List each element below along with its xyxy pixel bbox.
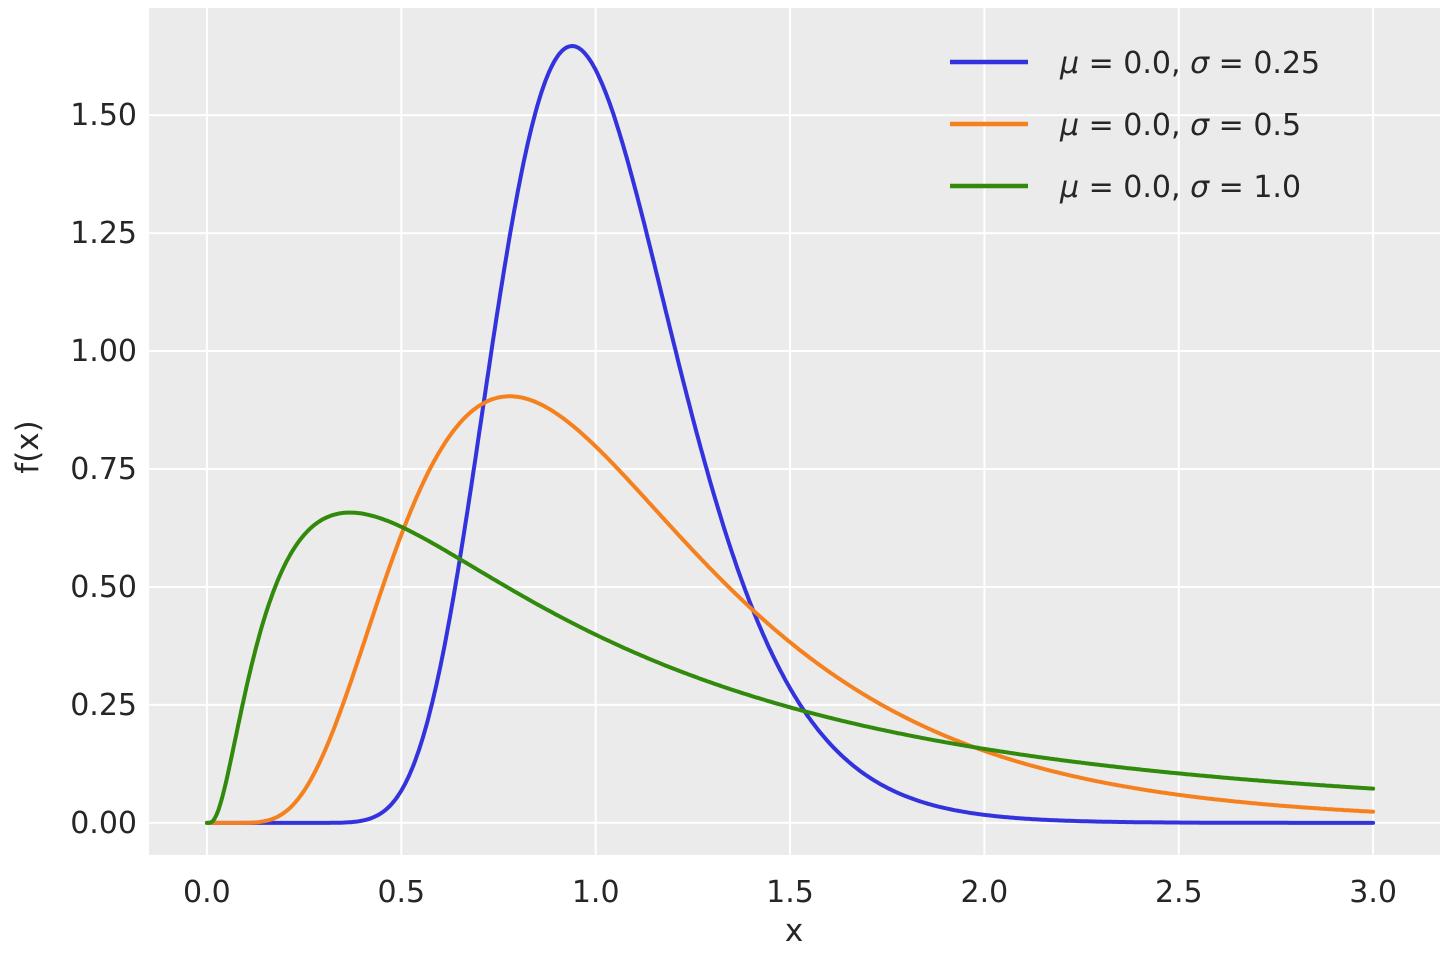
x-axis-label: x [785,913,803,949]
x-tick-label: 0.0 [183,875,231,910]
x-tick-label: 1.0 [572,875,620,910]
tick-labels: 0.0 0.5 1.0 1.5 2.0 2.5 3.0 0.00 0.25 0.50 0.75 1.0… [70,98,1397,910]
plot-background [149,8,1440,855]
x-tick-label: 1.5 [766,875,814,910]
legend: μ = 0.0, σ = 0.25 μ = 0.0, σ = 0.5 μ = 0.0… [950,46,1320,205]
legend-label: μ = 0.0, σ = 0.5 [1059,108,1301,143]
y-axis-label: f(x) [10,420,46,473]
y-tick-label: 1.00 [70,334,137,369]
y-tick-label: 0.75 [70,452,137,487]
y-tick-label: 0.25 [70,688,137,723]
y-tick-label: 0.50 [70,570,137,605]
y-tick-label: 1.25 [70,216,137,251]
curve-sigma-0.25 [204,44,1376,825]
x-tick-label: 0.5 [377,875,425,910]
x-tick-label: 3.0 [1349,875,1397,910]
plot-area [149,8,1440,855]
curve-sigma-0.5 [204,394,1376,825]
legend-label: μ = 0.0, σ = 1.0 [1059,170,1301,205]
y-tick-label: 1.50 [70,98,137,133]
x-tick-label: 2.0 [961,875,1009,910]
legend-label: μ = 0.0, σ = 0.25 [1059,46,1320,81]
x-tick-label: 2.5 [1155,875,1203,910]
y-tick-label: 0.00 [70,806,137,841]
curve-sigma-1 [204,510,1376,825]
